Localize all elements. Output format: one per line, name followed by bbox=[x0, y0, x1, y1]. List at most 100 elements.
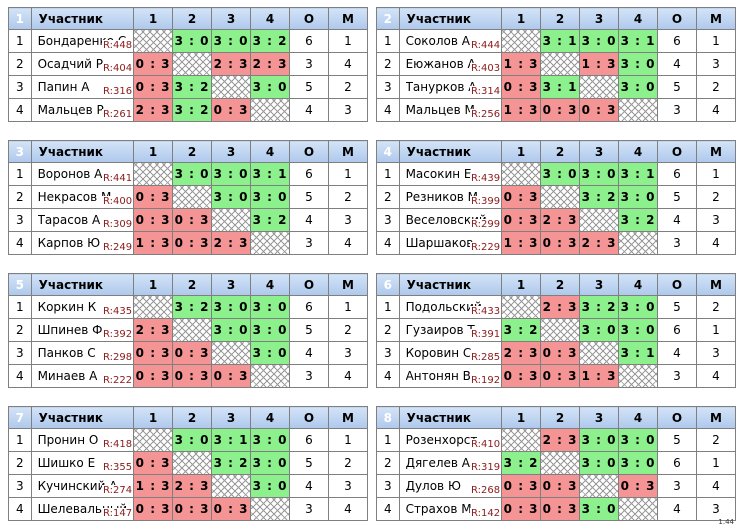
opponent-col-header: 2 bbox=[540, 140, 581, 163]
player-cell[interactable]: Воронов А R:441 bbox=[30, 162, 135, 186]
player-cell[interactable]: Розенхорст R:410 bbox=[398, 428, 503, 452]
self-match-cell bbox=[618, 364, 658, 388]
player-cell[interactable]: Масокин Е R:439 bbox=[398, 162, 503, 186]
player-name[interactable]: Тарасов А bbox=[37, 213, 101, 227]
player-name[interactable]: Кучинский А bbox=[37, 479, 118, 493]
score-cell: 2 : 3 bbox=[540, 295, 581, 319]
player-position: 1 bbox=[8, 162, 32, 186]
player-cell[interactable]: Коровин С R:285 bbox=[398, 341, 503, 365]
player-name[interactable]: Антонян В bbox=[405, 369, 471, 383]
player-cell[interactable]: Дягелев А R:319 bbox=[398, 451, 503, 475]
player-cell[interactable]: Папин А R:316 bbox=[30, 75, 135, 99]
player-cell[interactable]: Еюжанов А R:403 bbox=[398, 52, 503, 76]
player-name[interactable]: Шишко Е bbox=[37, 456, 96, 470]
player-cell[interactable]: Шелевальный R:147 bbox=[30, 497, 135, 521]
score-cell: 0 : 3 bbox=[501, 364, 542, 388]
group-header-row: 8 Участник 1 2 3 4 О М bbox=[376, 406, 737, 429]
player-cell[interactable]: Минаев А R:222 bbox=[30, 364, 135, 388]
version-label: 1.44 bbox=[718, 518, 734, 526]
player-cell[interactable]: Кучинский А R:274 bbox=[30, 474, 135, 498]
player-cell[interactable]: Карпов Ю R:249 bbox=[30, 231, 135, 255]
player-name[interactable]: Дягелев А bbox=[405, 456, 470, 470]
player-cell[interactable]: Пронин О R:418 bbox=[30, 428, 135, 452]
player-name[interactable]: Танурков А bbox=[405, 80, 477, 94]
player-name[interactable]: Коркин К bbox=[37, 300, 97, 314]
self-match-cell bbox=[211, 75, 252, 99]
player-name[interactable]: Папин А bbox=[37, 80, 90, 94]
player-cell[interactable]: Осадчий Р R:404 bbox=[30, 52, 135, 76]
player-rating: R:319 bbox=[470, 462, 501, 473]
group-number: 5 bbox=[8, 273, 32, 296]
player-cell[interactable]: Гузаиров Т R:391 bbox=[398, 318, 503, 342]
player-name[interactable]: Некрасов М bbox=[37, 190, 112, 204]
player-cell[interactable]: Шпинев Ф R:392 bbox=[30, 318, 135, 342]
points-value: 6 bbox=[657, 318, 697, 342]
player-name[interactable]: Мальцев М bbox=[405, 103, 475, 117]
place-value: 1 bbox=[327, 29, 369, 53]
player-name[interactable]: Еюжанов А bbox=[405, 57, 476, 71]
player-name[interactable]: Подольский bbox=[405, 300, 482, 314]
place-value: 3 bbox=[327, 98, 369, 122]
player-cell[interactable]: Мальцев Р R:261 bbox=[30, 98, 135, 122]
points-value: 5 bbox=[289, 185, 329, 209]
player-cell[interactable]: Коркин К R:435 bbox=[30, 295, 135, 319]
player-cell[interactable]: Панков С R:298 bbox=[30, 341, 135, 365]
player-name[interactable]: Шаршаков bbox=[405, 236, 474, 250]
player-name[interactable]: Пронин О bbox=[37, 433, 99, 447]
player-cell[interactable]: Танурков А R:314 bbox=[398, 75, 503, 99]
player-cell[interactable]: Соколов А R:444 bbox=[398, 29, 503, 53]
player-position: 2 bbox=[376, 318, 400, 342]
self-match-cell bbox=[579, 75, 620, 99]
opponent-col-header: 4 bbox=[250, 406, 290, 429]
self-match-cell bbox=[172, 318, 213, 342]
points-value: 3 bbox=[657, 231, 697, 255]
player-name[interactable]: Страхов М bbox=[405, 502, 472, 516]
player-cell[interactable]: Подольский R:433 bbox=[398, 295, 503, 319]
score-cell: 3 : 2 bbox=[250, 208, 290, 232]
player-name[interactable]: Карпов Ю bbox=[37, 236, 101, 250]
player-cell[interactable]: Шишко Е R:355 bbox=[30, 451, 135, 475]
player-cell[interactable]: Шаршаков R:229 bbox=[398, 231, 503, 255]
player-name[interactable]: Резников М bbox=[405, 190, 479, 204]
player-name[interactable]: Панков С bbox=[37, 346, 96, 360]
player-position: 1 bbox=[376, 29, 400, 53]
player-name[interactable]: Минаев А bbox=[37, 369, 98, 383]
player-cell[interactable]: Веселовский R:299 bbox=[398, 208, 503, 232]
player-name[interactable]: Осадчий Р bbox=[37, 57, 103, 71]
player-cell[interactable]: Бондаренко С R:448 bbox=[30, 29, 135, 53]
player-cell[interactable]: Дулов Ю R:268 bbox=[398, 474, 503, 498]
score-cell: 3 : 0 bbox=[618, 428, 658, 452]
player-name[interactable]: Соколов А bbox=[405, 34, 470, 48]
player-name[interactable]: Дулов Ю bbox=[405, 479, 461, 493]
player-name[interactable]: Масокин Е bbox=[405, 167, 472, 181]
score-cell: 0 : 3 bbox=[618, 474, 658, 498]
player-name[interactable]: Веселовский bbox=[405, 213, 487, 227]
player-position: 2 bbox=[376, 185, 400, 209]
place-value: 1 bbox=[327, 162, 369, 186]
player-name[interactable]: Коровин С bbox=[405, 346, 472, 360]
player-name[interactable]: Гузаиров Т bbox=[405, 323, 475, 337]
player-cell[interactable]: Резников М R:399 bbox=[398, 185, 503, 209]
player-name[interactable]: Розенхорст bbox=[405, 433, 478, 447]
player-cell[interactable]: Антонян В R:192 bbox=[398, 364, 503, 388]
player-cell[interactable]: Мальцев М R:256 bbox=[398, 98, 503, 122]
self-match-cell bbox=[618, 98, 658, 122]
player-cell[interactable]: Некрасов М R:400 bbox=[30, 185, 135, 209]
place-value: 2 bbox=[695, 75, 737, 99]
place-value: 2 bbox=[695, 295, 737, 319]
self-match-cell bbox=[618, 231, 658, 255]
player-name[interactable]: Мальцев Р bbox=[37, 103, 104, 117]
group-number: 7 bbox=[8, 406, 32, 429]
player-name[interactable]: Воронов А bbox=[37, 167, 103, 181]
participant-header: Участник bbox=[30, 406, 135, 429]
player-cell[interactable]: Тарасов А R:309 bbox=[30, 208, 135, 232]
player-name[interactable]: Шпинев Ф bbox=[37, 323, 103, 337]
self-match-cell bbox=[211, 474, 252, 498]
place-header: М bbox=[327, 406, 369, 429]
score-cell: 0 : 3 bbox=[172, 364, 213, 388]
player-cell[interactable]: Страхов М R:142 bbox=[398, 497, 503, 521]
